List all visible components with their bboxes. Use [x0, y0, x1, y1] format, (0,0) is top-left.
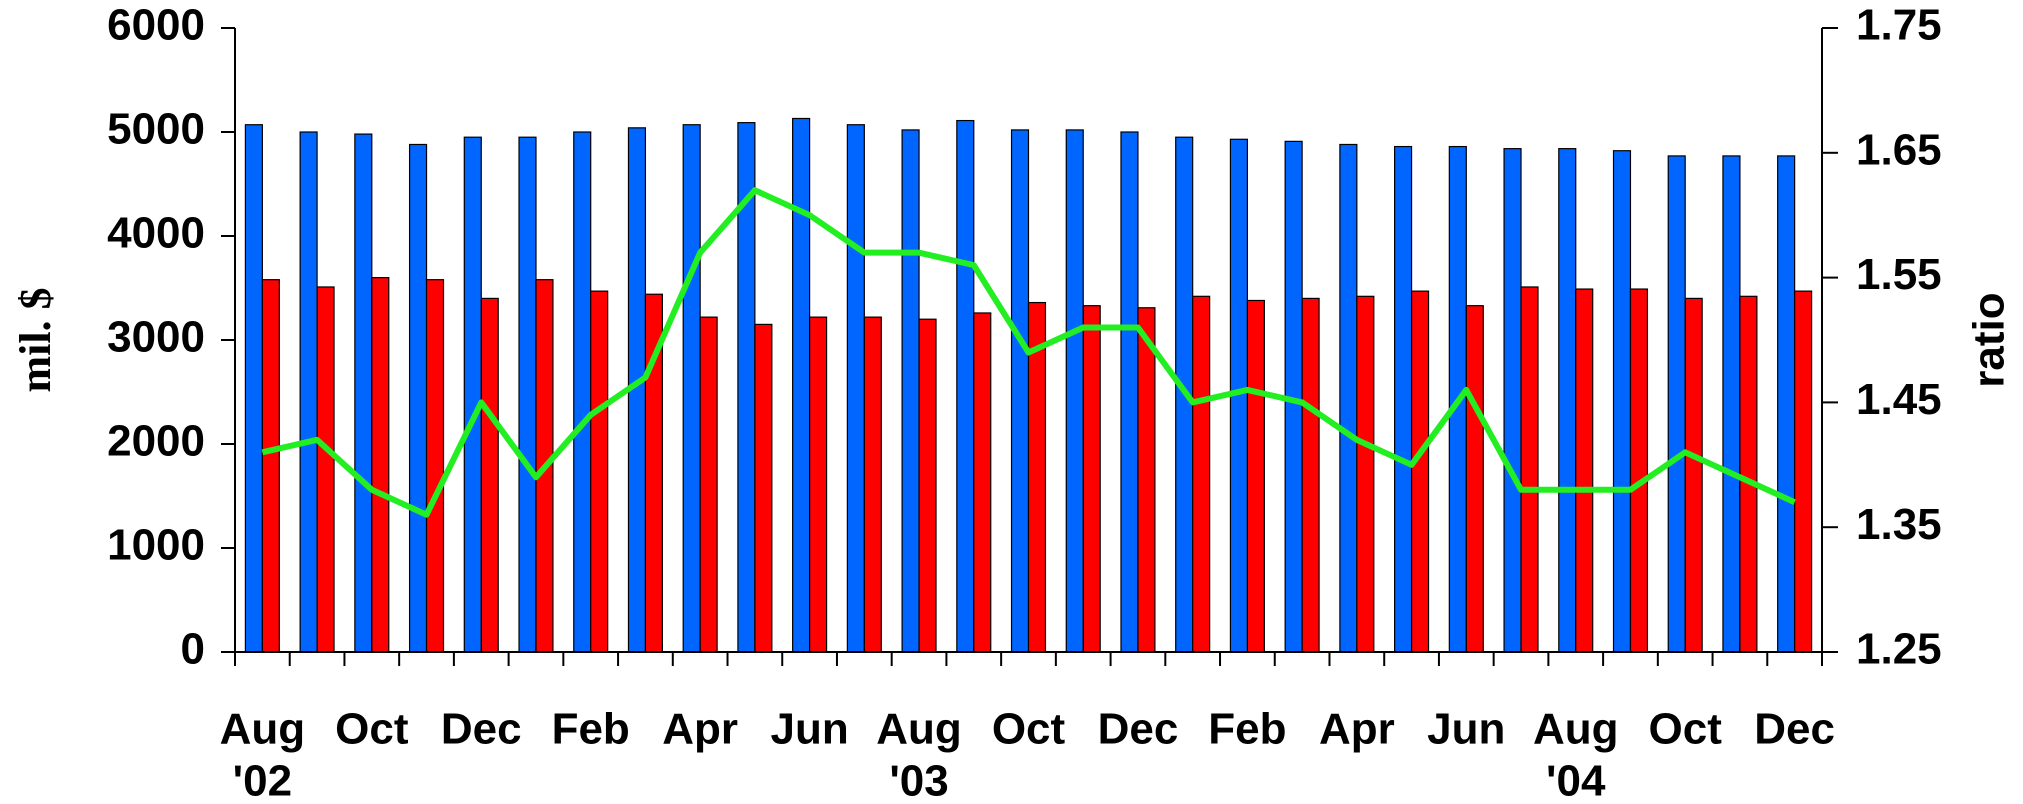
bar	[354, 133, 373, 653]
bar	[699, 316, 718, 653]
bar	[1777, 155, 1796, 653]
bar	[1667, 155, 1686, 653]
x-tick-label: Dec	[441, 705, 522, 754]
bar	[1339, 143, 1358, 653]
y2-tick-label: 1.25	[1856, 625, 1942, 674]
bar	[1027, 301, 1047, 653]
y-tick-label: 4000	[107, 209, 205, 258]
bar	[956, 119, 975, 653]
x-year-label: '02	[233, 757, 292, 804]
bar	[316, 286, 335, 653]
x-year-label: '04	[1546, 757, 1606, 804]
bar	[1010, 129, 1030, 653]
x-tick-label: Aug	[876, 705, 962, 754]
y-tick-label: 6000	[107, 1, 205, 50]
bar	[918, 318, 937, 653]
bar	[809, 316, 828, 653]
x-tick-label: Dec	[1098, 705, 1179, 754]
x-tick-label: Jun	[1427, 705, 1505, 754]
x-tick-label: Feb	[552, 705, 630, 754]
bar	[1575, 288, 1594, 653]
y2-tick-label: 1.35	[1856, 500, 1942, 549]
bar	[299, 131, 318, 653]
bar	[846, 124, 865, 653]
bar	[463, 136, 482, 653]
x-year-label: '03	[889, 757, 948, 804]
x-tick-label: Oct	[1649, 705, 1723, 754]
bar	[792, 117, 811, 653]
y-axis-title: mil. $	[11, 287, 60, 392]
bar	[901, 129, 920, 653]
bar	[1612, 150, 1632, 653]
bar	[480, 297, 499, 653]
y-tick-label: 1000	[107, 521, 205, 570]
y2-axis-title: ratio	[1965, 292, 2014, 387]
bar	[1629, 288, 1649, 653]
y-tick-label: 5000	[107, 105, 205, 154]
bar	[1246, 299, 1265, 653]
x-tick-label: Dec	[1754, 705, 1835, 754]
bar	[1082, 305, 1101, 653]
x-tick-label: Apr	[1319, 705, 1395, 754]
bar	[1065, 129, 1084, 653]
bar	[573, 131, 592, 653]
bar	[371, 277, 390, 653]
y-tick-label: 3000	[107, 313, 205, 362]
y-tick-label: 2000	[107, 417, 205, 466]
bar	[244, 124, 263, 653]
bar	[754, 323, 773, 653]
x-tick-label: Apr	[662, 705, 738, 754]
x-tick-label: Oct	[335, 705, 409, 754]
bar	[1465, 305, 1484, 653]
x-tick-label: Aug	[1533, 705, 1619, 754]
y2-tick-label: 1.45	[1856, 375, 1942, 424]
bar	[1794, 290, 1813, 653]
bar	[1410, 290, 1430, 653]
bar	[1192, 295, 1211, 653]
bar	[1520, 286, 1539, 653]
bar	[1394, 145, 1413, 653]
y2-tick-label: 1.75	[1856, 1, 1942, 50]
x-tick-label: Jun	[770, 705, 848, 754]
bar	[1739, 295, 1758, 653]
bar	[518, 136, 537, 653]
line	[261, 187, 1796, 518]
x-tick-label: Oct	[992, 705, 1066, 754]
bar	[1503, 148, 1522, 653]
x-tick-label: Feb	[1208, 705, 1286, 754]
y2-tick-label: 1.65	[1856, 125, 1942, 174]
bar	[863, 316, 882, 653]
bar	[261, 279, 280, 653]
bar	[1137, 307, 1156, 653]
bar	[408, 143, 428, 653]
bar	[682, 124, 701, 653]
bar	[973, 312, 992, 653]
bar	[1722, 155, 1741, 653]
bar	[1356, 295, 1375, 653]
bar	[1684, 297, 1703, 653]
bar	[1120, 131, 1139, 653]
bar	[1558, 148, 1577, 653]
bar	[590, 290, 609, 653]
bar	[1301, 297, 1320, 653]
x-tick-label: Aug	[220, 705, 306, 754]
y2-tick-label: 1.55	[1856, 250, 1942, 299]
bar	[425, 279, 445, 653]
y-tick-label: 0	[181, 625, 205, 674]
